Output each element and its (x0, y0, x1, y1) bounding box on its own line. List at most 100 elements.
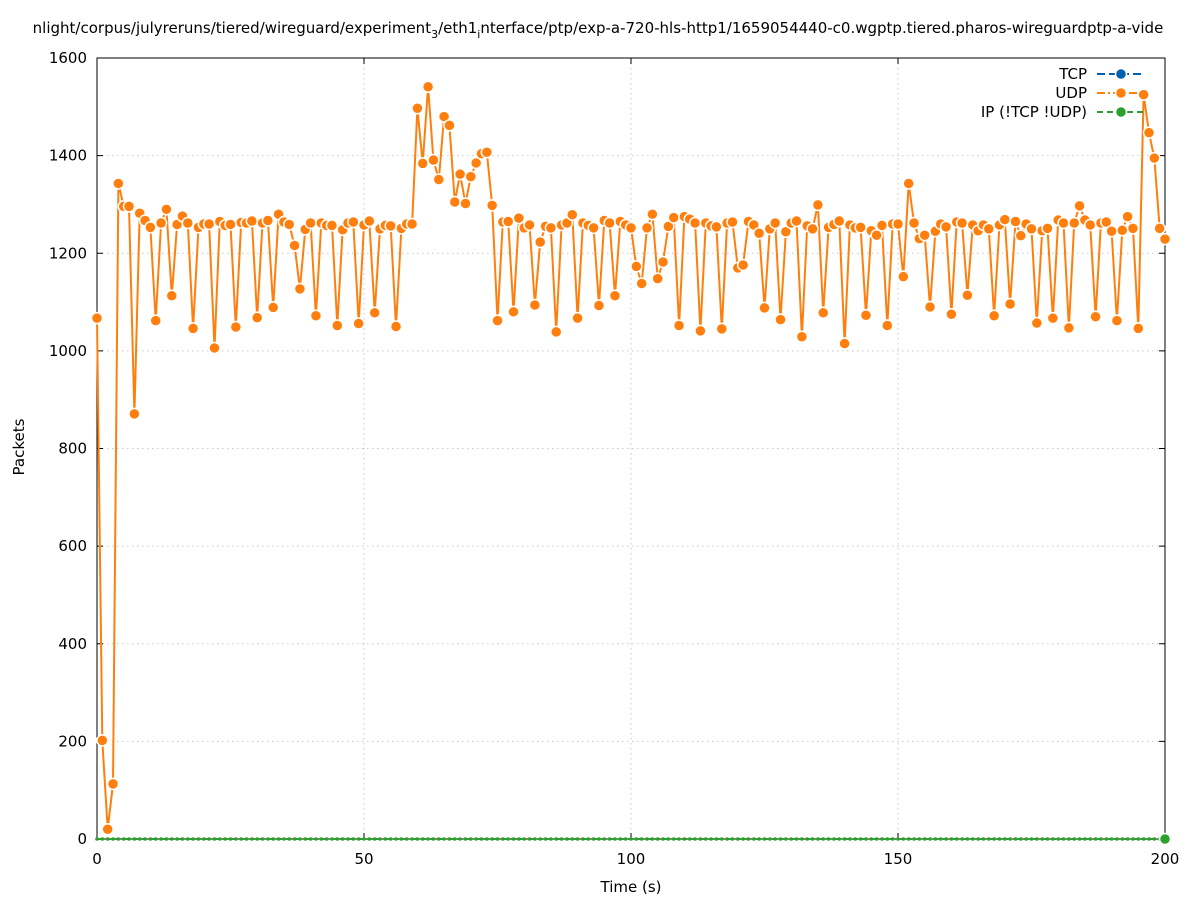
ip-point (1147, 837, 1151, 841)
title-subscript-1: 3 (431, 28, 438, 41)
ip-point (602, 837, 607, 841)
ip-point (1024, 837, 1028, 841)
ip-point (95, 837, 99, 841)
title-part-3: nterface/ptp/exp-a-720-hls-http1/1659054… (480, 19, 1163, 37)
udp-point (758, 301, 771, 315)
ip-point (768, 837, 772, 841)
x-tick-label: 200 (1151, 850, 1180, 868)
ip-point (832, 837, 836, 841)
ip-point (591, 837, 596, 841)
udp-point (1158, 232, 1172, 246)
udp-point (1030, 316, 1044, 330)
ip-point (127, 837, 131, 841)
udp-point (437, 110, 451, 123)
ip-point (794, 837, 799, 841)
ip-point (703, 837, 708, 841)
udp-point (859, 308, 873, 322)
ip-point (394, 837, 398, 841)
ip-point (778, 837, 783, 841)
ip-point (661, 837, 665, 841)
udp-point (587, 221, 600, 235)
udp-point (1073, 199, 1086, 213)
ip-point (469, 837, 473, 841)
ip-point (340, 837, 345, 841)
udp-point (592, 299, 606, 312)
udp-point (501, 215, 515, 228)
ip-point (1083, 837, 1087, 841)
udp-point (165, 289, 179, 302)
udp-point (363, 214, 376, 228)
ip-point (752, 837, 756, 841)
ip-point (1072, 837, 1077, 841)
udp-point (1025, 222, 1038, 236)
ip-point (362, 837, 366, 841)
udp-point (507, 305, 520, 319)
ip-point (954, 837, 959, 841)
ip-point (848, 837, 852, 841)
ip-point (404, 837, 409, 841)
udp-point (224, 218, 237, 231)
ip-point (1045, 837, 1050, 841)
ip-point (565, 837, 569, 841)
ip-point (1061, 837, 1066, 841)
ip-point (1013, 837, 1018, 841)
legend-label: TCP (1058, 65, 1087, 83)
ip-point (292, 837, 297, 841)
udp-point (838, 337, 851, 350)
ip-point (1067, 837, 1071, 841)
ip-point (442, 837, 446, 841)
ip-point (805, 837, 810, 841)
ip-point (725, 837, 729, 841)
ip-point (912, 837, 916, 841)
udp-point (389, 320, 403, 333)
title-part-1: nlight/corpus/julyreruns/tiered/wireguar… (33, 19, 432, 37)
ip-point (207, 837, 211, 841)
udp-point (833, 214, 846, 228)
ip-point (239, 837, 243, 841)
ip-point (917, 837, 922, 841)
udp-point (646, 207, 659, 221)
ip-point (933, 837, 938, 841)
ip-point (372, 837, 377, 841)
ip-point (928, 837, 932, 841)
ip-point (549, 837, 553, 841)
udp-point (331, 319, 344, 332)
ip-point (736, 837, 740, 841)
udp-point (405, 217, 419, 231)
udp-point (779, 225, 793, 239)
ip-point (789, 837, 793, 841)
udp-point (875, 219, 889, 232)
ip-point (351, 837, 356, 841)
udp-point (453, 167, 467, 181)
udp-point (571, 311, 584, 325)
ip-point (324, 837, 329, 841)
x-axis-title: Time (s) (600, 878, 662, 896)
udp-point (229, 320, 243, 334)
ip-point (169, 837, 174, 841)
ip-point (335, 837, 340, 841)
udp-point (416, 157, 429, 170)
udp-point (432, 173, 446, 186)
ip-point (693, 837, 697, 841)
ip-point (298, 837, 302, 841)
ip-point (922, 837, 927, 841)
udp-point (1121, 210, 1134, 223)
udp-point (1089, 310, 1102, 323)
ip-point (719, 837, 724, 841)
udp-point (891, 217, 905, 231)
udp-point (491, 314, 504, 327)
ip-point (1131, 837, 1135, 841)
udp-point (854, 221, 867, 234)
ip-point (1077, 837, 1082, 841)
ip-point (965, 837, 970, 841)
udp-point (608, 289, 622, 302)
udp-point (325, 219, 339, 232)
ip-point (164, 837, 169, 841)
udp-point (384, 219, 397, 233)
ip-point (981, 837, 986, 841)
ip-point (944, 837, 948, 841)
udp-point (902, 177, 915, 190)
ip-point (938, 837, 943, 841)
udp-point (533, 235, 547, 249)
ip-point (992, 837, 996, 841)
